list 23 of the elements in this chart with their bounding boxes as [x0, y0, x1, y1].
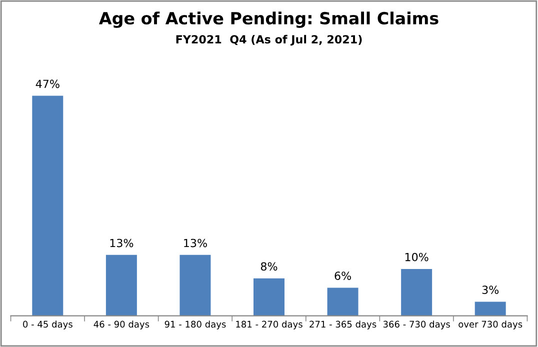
x-tick-label: 366 - 730 days	[383, 320, 450, 330]
chart-subtitle: FY2021 Q4 (As of Jul 2, 2021)	[176, 34, 362, 46]
data-label: 3%	[482, 286, 499, 294]
x-tick-label: over 730 days	[458, 320, 522, 330]
x-tick-label: 46 - 90 days	[94, 320, 150, 330]
data-label: 47%	[36, 80, 60, 88]
bar	[106, 254, 137, 316]
x-tick-label: 181 - 270 days	[236, 320, 302, 330]
data-label: 10%	[405, 252, 428, 262]
chart-title: Age of Active Pending: Small Claims	[98, 12, 438, 28]
data-label: 6%	[334, 272, 351, 280]
bar	[32, 96, 64, 316]
bar	[254, 278, 284, 316]
data-label: 13%	[110, 238, 134, 248]
x-tick-label: 0 - 45 days	[23, 320, 72, 330]
data-label: 13%	[184, 238, 207, 248]
x-tick-label: 271 - 365 days	[310, 320, 376, 330]
bar	[401, 268, 432, 316]
bar	[180, 254, 211, 316]
bar	[327, 288, 358, 316]
data-label: 8%	[260, 262, 278, 271]
x-tick-label: 91 - 180 days	[164, 320, 226, 330]
bar	[474, 302, 506, 316]
